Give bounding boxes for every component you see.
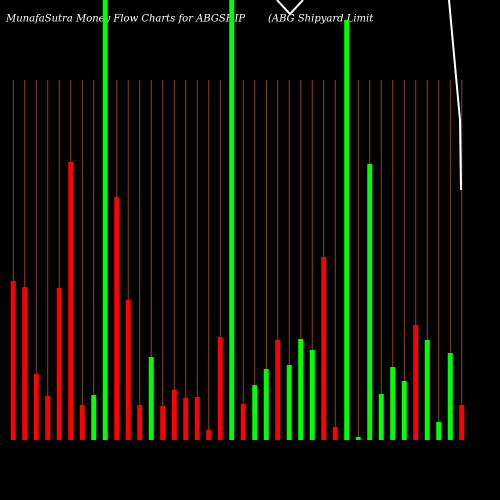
bar — [401, 381, 407, 440]
bar — [33, 374, 39, 440]
bar — [22, 287, 28, 440]
bar — [229, 0, 235, 440]
bar — [91, 395, 97, 440]
chart-title: MunafaSutra Money Flow Charts for ABGSHI… — [5, 14, 245, 25]
bar — [125, 300, 131, 440]
bar — [206, 430, 212, 440]
bar — [263, 369, 269, 440]
price-line — [448, 0, 462, 191]
bar — [309, 350, 315, 440]
bar — [413, 325, 419, 440]
bar — [321, 257, 327, 440]
bar — [137, 405, 143, 440]
chart-subtitle: (ABG Shipyard Limit — [268, 14, 374, 25]
bar — [378, 394, 384, 440]
bar — [240, 404, 246, 440]
bar — [217, 337, 223, 440]
bar — [390, 367, 396, 440]
bar — [355, 437, 361, 440]
bar — [298, 339, 304, 440]
bar — [194, 397, 200, 440]
bar — [45, 396, 51, 440]
bar — [252, 385, 258, 440]
bar — [436, 422, 442, 440]
bar — [171, 390, 177, 440]
bar — [148, 357, 154, 440]
bar — [286, 365, 292, 440]
bar — [367, 164, 373, 440]
bar — [424, 340, 430, 440]
bar — [10, 281, 16, 440]
bar — [275, 340, 281, 440]
bar — [102, 0, 108, 440]
bar — [447, 353, 453, 440]
plot — [10, 0, 465, 440]
bar — [332, 427, 338, 440]
bar — [183, 398, 189, 440]
bar — [79, 405, 85, 440]
bar — [68, 162, 74, 440]
bar — [344, 20, 350, 440]
price-line — [276, 0, 304, 16]
bar — [459, 405, 465, 440]
bar — [160, 406, 166, 440]
bar — [114, 197, 120, 440]
bar — [56, 288, 62, 440]
